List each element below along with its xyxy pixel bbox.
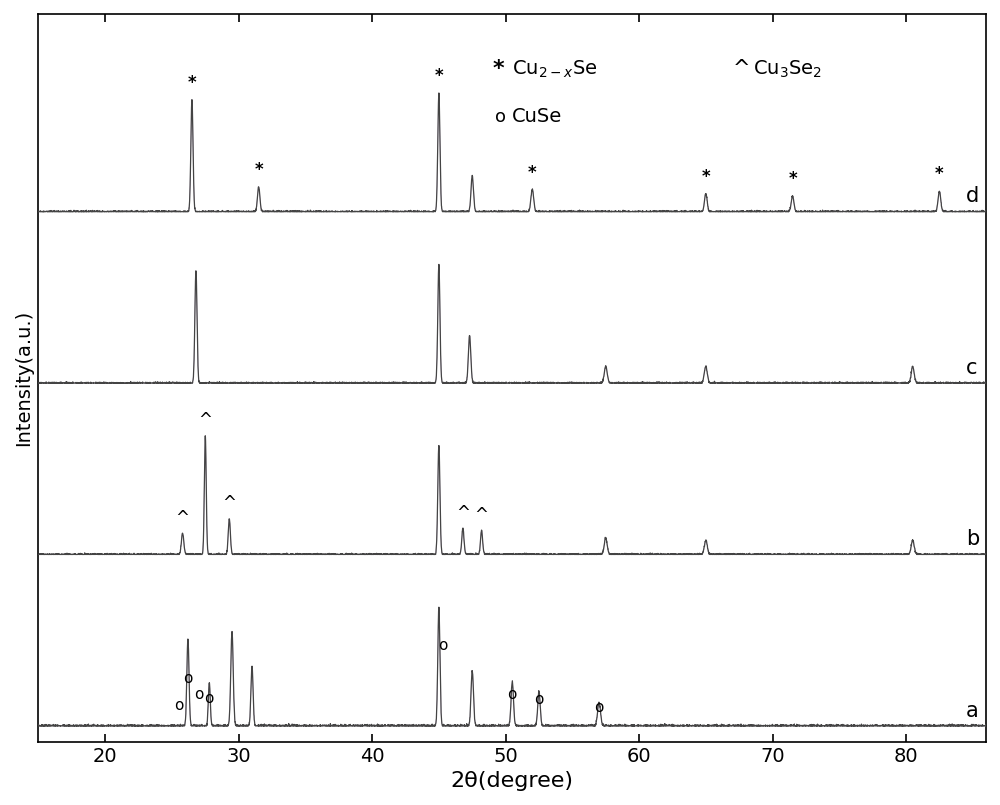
Text: *: * [528, 164, 537, 182]
Text: *: * [492, 60, 504, 79]
Text: Cu$_3$Se$_2$: Cu$_3$Se$_2$ [753, 59, 822, 80]
Text: *: * [702, 168, 710, 186]
Text: Cu$_{2-x}$Se: Cu$_{2-x}$Se [512, 59, 598, 80]
Text: o: o [194, 687, 203, 702]
Text: o: o [495, 108, 506, 126]
Text: CuSe: CuSe [512, 107, 563, 126]
Text: ^: ^ [475, 506, 489, 523]
Text: o: o [205, 691, 214, 706]
Text: a: a [966, 700, 979, 720]
Text: ^: ^ [222, 494, 236, 512]
Text: ^: ^ [456, 503, 470, 522]
Y-axis label: Intensity(a.u.): Intensity(a.u.) [14, 310, 33, 446]
Text: *: * [254, 161, 263, 179]
Text: o: o [508, 687, 517, 702]
X-axis label: 2θ(degree): 2θ(degree) [451, 771, 574, 791]
Text: o: o [534, 692, 544, 708]
Text: *: * [935, 165, 944, 184]
Text: b: b [966, 529, 979, 549]
Text: *: * [188, 74, 196, 92]
Text: ^: ^ [733, 60, 750, 79]
Text: ^: ^ [198, 411, 212, 429]
Text: o: o [438, 638, 448, 654]
Text: o: o [594, 700, 604, 716]
Text: o: o [183, 671, 193, 687]
Text: c: c [966, 357, 978, 378]
Text: o: o [174, 698, 183, 712]
Text: *: * [435, 67, 443, 85]
Text: ^: ^ [176, 509, 190, 526]
Text: *: * [788, 170, 797, 188]
Text: d: d [966, 187, 979, 206]
